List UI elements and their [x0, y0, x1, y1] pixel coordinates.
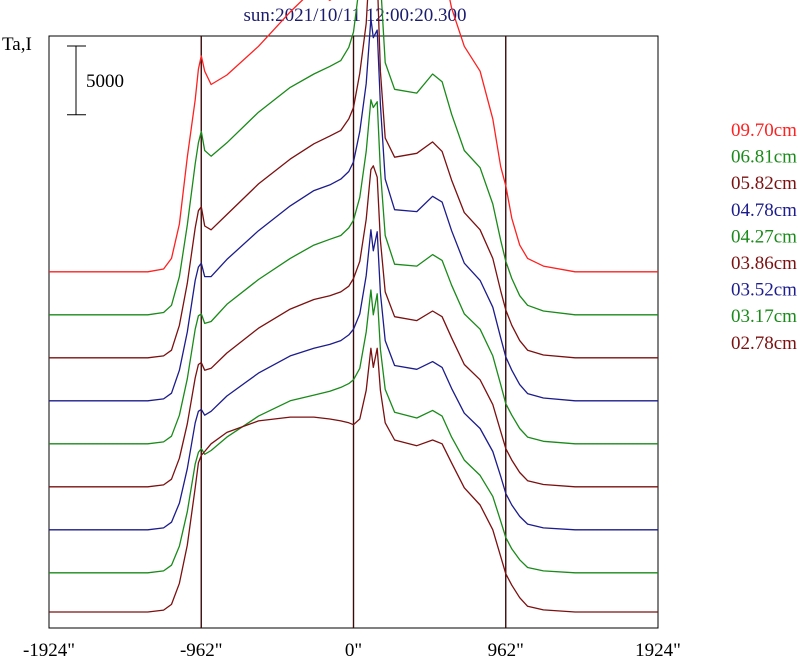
legend-entry: 06.81cm	[731, 147, 797, 168]
legend-entry: 03.52cm	[731, 280, 797, 301]
series-line	[49, 229, 658, 531]
series-line	[49, 0, 658, 316]
reference-lines	[200, 36, 507, 628]
x-tick-label: 0"	[345, 640, 362, 661]
legend-entry: 09.70cm	[731, 120, 797, 141]
legend-entry: 04.27cm	[731, 226, 797, 247]
series-line	[49, 0, 658, 273]
series-line	[49, 17, 658, 402]
scale-bar-label: 5000	[86, 71, 124, 92]
legend-entry: 02.78cm	[731, 333, 797, 354]
series-line	[49, 165, 658, 488]
series-line	[49, 0, 658, 359]
x-axis-ticks: -1924" -962" 0" 962" 1924"	[23, 640, 681, 661]
legend-entry: 04.78cm	[731, 200, 797, 221]
scale-bar: 5000	[67, 45, 124, 116]
x-tick-label: 1924"	[635, 640, 681, 661]
x-tick-label: 962"	[488, 640, 524, 661]
series-line	[49, 99, 658, 445]
legend: 09.70cm 06.81cm 05.82cm 04.78cm 04.27cm 03.86…	[731, 120, 797, 354]
legend-entry: 03.17cm	[731, 306, 797, 327]
x-tick-label: -962"	[180, 640, 223, 661]
legend-entry: 03.86cm	[731, 253, 797, 274]
legend-entry: 05.82cm	[731, 173, 797, 194]
y-axis-label: Ta,I	[2, 34, 32, 55]
x-tick-label: -1924"	[23, 640, 75, 661]
series-line	[49, 289, 658, 574]
series-lines	[49, 0, 658, 613]
series-line	[49, 347, 658, 613]
